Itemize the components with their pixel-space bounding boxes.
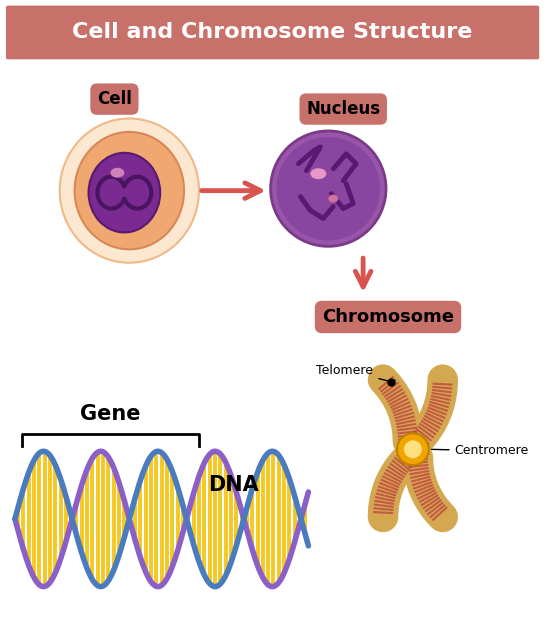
- Ellipse shape: [310, 168, 326, 179]
- Text: Cell: Cell: [97, 90, 132, 108]
- Circle shape: [404, 440, 422, 458]
- Text: DNA: DNA: [208, 475, 259, 495]
- Circle shape: [271, 131, 386, 247]
- Circle shape: [397, 433, 429, 465]
- Ellipse shape: [75, 132, 184, 249]
- Text: Nucleus: Nucleus: [306, 100, 380, 118]
- Circle shape: [277, 137, 380, 240]
- FancyBboxPatch shape: [6, 6, 539, 59]
- Text: Centromere: Centromere: [432, 444, 529, 457]
- Ellipse shape: [328, 195, 338, 203]
- Text: Telomere: Telomere: [316, 364, 389, 381]
- Text: Gene: Gene: [79, 404, 140, 424]
- Text: Chromosome: Chromosome: [322, 308, 454, 326]
- Ellipse shape: [111, 168, 124, 178]
- Ellipse shape: [89, 153, 160, 232]
- Text: Cell and Chromosome Structure: Cell and Chromosome Structure: [72, 23, 473, 43]
- Ellipse shape: [60, 118, 199, 263]
